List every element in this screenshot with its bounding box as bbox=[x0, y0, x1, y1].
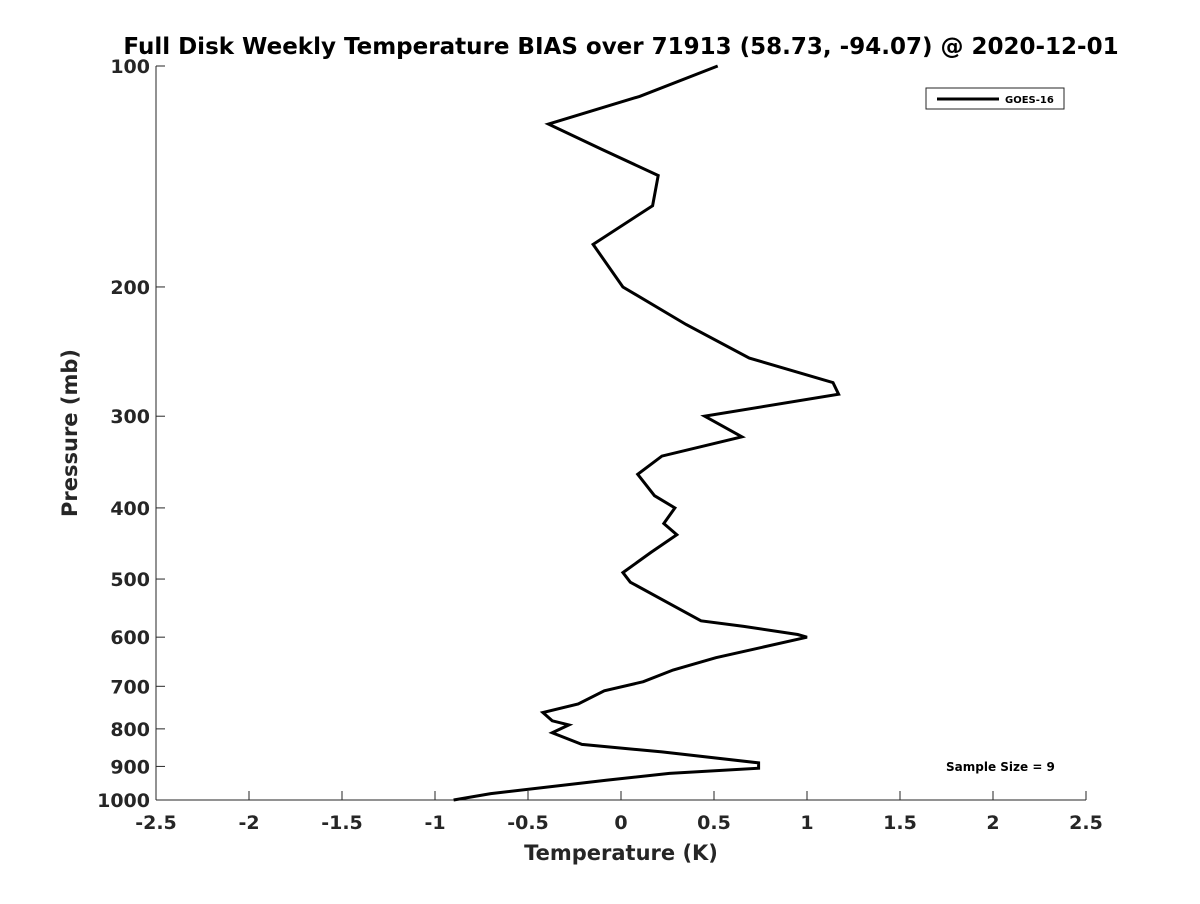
x-tick-label: -0.5 bbox=[507, 812, 549, 834]
y-axis-label: Pressure (mb) bbox=[58, 349, 82, 517]
y-tick-label: 700 bbox=[110, 676, 150, 698]
y-tick-label: 1000 bbox=[97, 790, 150, 812]
y-tick-label: 300 bbox=[110, 406, 150, 428]
y-tick-label: 900 bbox=[110, 756, 150, 778]
y-tick-label: 400 bbox=[110, 498, 150, 520]
y-tick-label: 100 bbox=[110, 56, 150, 78]
x-tick-label: 2 bbox=[986, 812, 999, 834]
x-tick-label: -2.5 bbox=[135, 812, 177, 834]
y-axis-ticks: 100 200 300 400 500 600 700 800 900 1000 bbox=[97, 56, 165, 812]
y-tick-label: 500 bbox=[110, 569, 150, 591]
x-tick-label: 0.5 bbox=[697, 812, 731, 834]
x-axis-label: Temperature (K) bbox=[524, 841, 718, 865]
y-tick-label: 200 bbox=[110, 277, 150, 299]
y-tick-label: 600 bbox=[110, 627, 150, 649]
sample-size-annotation: Sample Size = 9 bbox=[946, 760, 1055, 774]
x-tick-label: -1.5 bbox=[321, 812, 363, 834]
x-tick-label: 2.5 bbox=[1069, 812, 1103, 834]
x-tick-label: 1.5 bbox=[883, 812, 917, 834]
y-tick-label: 800 bbox=[110, 719, 150, 741]
legend: GOES-16 bbox=[925, 87, 1065, 110]
legend-label-goes16: GOES-16 bbox=[1005, 95, 1054, 106]
chart-title: Full Disk Weekly Temperature BIAS over 7… bbox=[123, 34, 1118, 60]
x-axis-ticks: -2.5 -2 -1.5 -1 -0.5 0 0.5 1 1.5 2 2.5 bbox=[135, 791, 1103, 834]
x-tick-label: 0 bbox=[614, 812, 627, 834]
series-layer bbox=[453, 64, 841, 802]
x-tick-label: -2 bbox=[238, 812, 259, 834]
x-tick-label: 1 bbox=[800, 812, 813, 834]
x-tick-label: -1 bbox=[424, 812, 445, 834]
series-line-goes-16 bbox=[453, 64, 841, 802]
